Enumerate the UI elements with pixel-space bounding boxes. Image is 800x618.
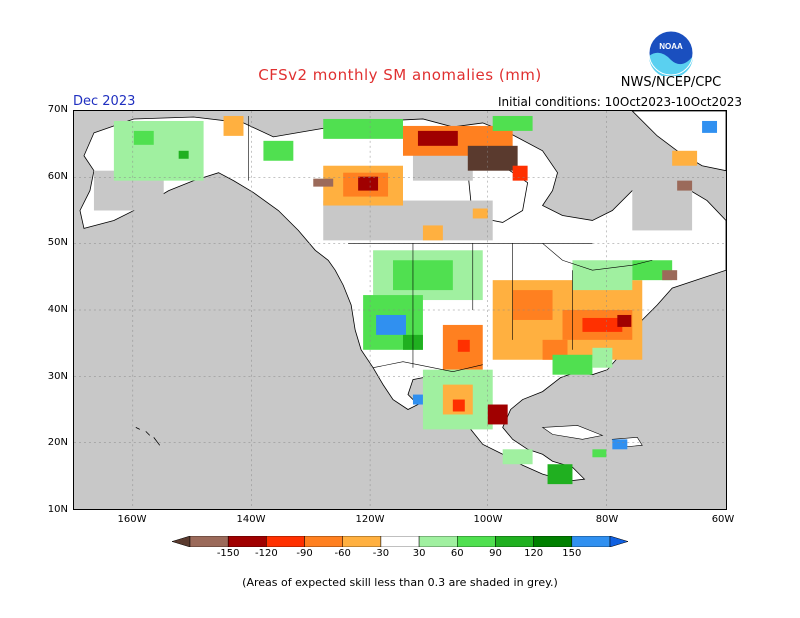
lat-label-40n: 40N [47, 304, 68, 315]
colorbar-min-arrow [172, 536, 191, 547]
anomaly-cell [452, 399, 465, 412]
anomaly-cell [572, 260, 633, 291]
anomaly-cell [358, 176, 379, 191]
anomaly-cell [592, 347, 613, 368]
lat-label-30n: 30N [47, 371, 68, 382]
colorbar-tick-label: -150 [216, 548, 240, 559]
anomaly-cell [412, 394, 423, 405]
anomaly-cell [612, 439, 628, 450]
colorbar-max-arrow [609, 536, 628, 547]
anomaly-cell [422, 225, 443, 241]
anomaly-cell [552, 354, 593, 375]
colorbar-swatch [571, 536, 611, 547]
map-title: CFSv2 monthly SM anomalies (mm) [258, 66, 542, 84]
lat-label-60n: 60N [47, 171, 68, 182]
colorbar-tick-label: -90 [296, 548, 313, 559]
anomaly-cell [417, 130, 458, 146]
skill-mask [323, 200, 493, 241]
lat-label-20n: 20N [47, 437, 68, 448]
anomaly-cell [133, 130, 154, 145]
anomaly-cell [547, 464, 573, 485]
colorbar-tick-label: 60 [450, 548, 464, 559]
anomaly-cell [113, 120, 204, 181]
colorbar-swatch [495, 536, 534, 547]
colorbar-swatch [304, 536, 343, 547]
logo-text: NOAA [659, 42, 683, 51]
colorbar-tick-label: 30 [412, 548, 426, 559]
anomaly-cell [582, 317, 623, 332]
anomaly-cell [313, 178, 334, 187]
colorbar-swatch [457, 536, 496, 547]
anomaly-cell [467, 145, 518, 171]
anomaly-cell [457, 339, 470, 352]
hawaii-land [135, 427, 161, 446]
anomaly-cell [472, 208, 488, 219]
soil-moisture-map [73, 110, 727, 510]
lon-label-120w: 120W [355, 514, 385, 525]
lat-label-70n: 70N [47, 104, 68, 115]
colorbar-swatch [227, 536, 267, 547]
anomaly-cell [323, 118, 403, 139]
anomaly-cell [393, 260, 453, 291]
colorbar-swatch [533, 536, 573, 547]
lon-label-160w: 160W [117, 514, 147, 525]
colorbar-tick-label: -30 [372, 548, 390, 559]
colorbar-swatch [380, 536, 420, 547]
lat-label-50n: 50N [47, 237, 68, 248]
lon-label-100w: 100W [473, 514, 503, 525]
borders [248, 115, 653, 372]
colorbar-legend [172, 536, 628, 547]
anomaly-cell [702, 120, 718, 133]
colorbar-tick-label: -120 [255, 548, 278, 559]
colorbar-swatch [418, 536, 458, 547]
anomaly-cell [492, 115, 533, 131]
anomaly-cell [263, 140, 294, 161]
noaa-logo-icon: NOAA [648, 30, 694, 76]
colorbar-tick-label: -60 [334, 548, 351, 559]
colorbar-tick-label: 90 [489, 548, 502, 559]
colorbar-swatch [266, 536, 305, 547]
colorbar-tick-label: 150 [562, 548, 582, 559]
anomaly-cell [502, 449, 533, 465]
initial-conditions: Initial conditions: 10Oct2023-10Oct2023 [498, 95, 743, 109]
cuba-land [541, 425, 604, 440]
anomaly-cell [592, 449, 607, 458]
anomaly-cell [512, 290, 553, 320]
skill-footnote: (Areas of expected skill less than 0.3 a… [242, 576, 558, 589]
lat-label-10n: 10N [47, 504, 68, 515]
anomaly-cell [672, 150, 698, 166]
anomaly-cell [677, 180, 693, 191]
anomaly-cell [376, 314, 406, 335]
anomaly-cell [617, 314, 632, 327]
anomaly-cell [178, 150, 189, 159]
colorbar-swatch [189, 536, 229, 547]
anomaly-cell [223, 115, 244, 136]
lon-label-80w: 80W [595, 514, 619, 525]
lon-label-140w: 140W [236, 514, 266, 525]
colorbar-swatch [342, 536, 382, 547]
anomaly-cell [662, 270, 678, 281]
anomaly-cell [487, 404, 508, 425]
agency-label: NWS/NCEP/CPC [620, 75, 722, 90]
colorbar-tick-label: 120 [524, 548, 544, 559]
lon-label-60w: 60W [711, 514, 735, 525]
forecast-month: Dec 2023 [73, 94, 136, 109]
anomaly-cell [512, 165, 528, 181]
